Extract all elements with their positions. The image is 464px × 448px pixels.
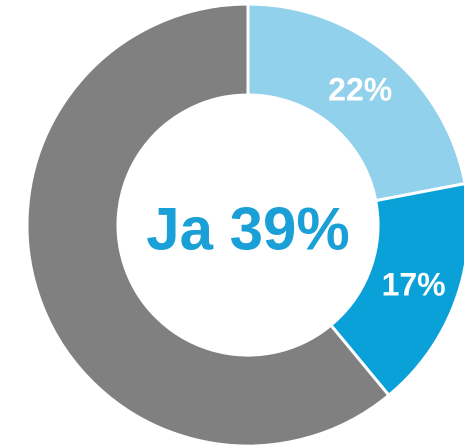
donut-slice	[246, 2, 464, 203]
slices	[25, 2, 464, 448]
donut-slice	[328, 182, 464, 398]
data-label: 17%	[382, 267, 446, 303]
center-label: Ja 39%	[146, 196, 350, 263]
data-label: 22%	[328, 71, 392, 107]
donut-slice	[25, 2, 391, 448]
